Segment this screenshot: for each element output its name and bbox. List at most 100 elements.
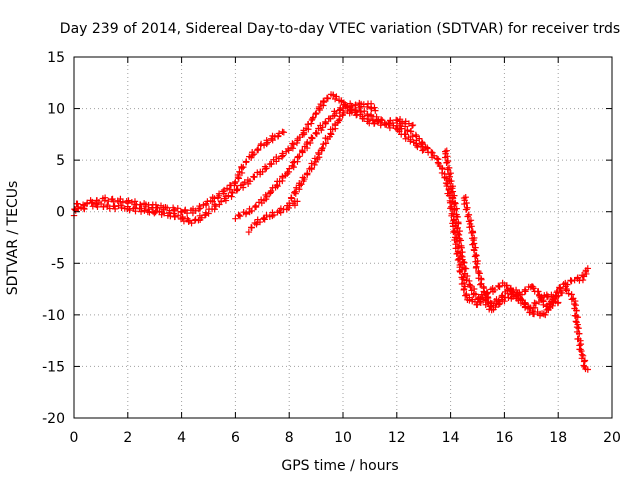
- data-point: [478, 280, 485, 287]
- series-3: [232, 99, 379, 222]
- data-point: [386, 124, 394, 132]
- data-point: [174, 212, 182, 219]
- data-point: [407, 128, 414, 135]
- x-tick-label: 0: [70, 430, 79, 446]
- data-point: [542, 311, 549, 319]
- data-point: [462, 265, 470, 272]
- data-point: [301, 175, 308, 183]
- data-point: [83, 200, 91, 207]
- data-point: [529, 283, 537, 291]
- x-tick-label: 8: [285, 430, 294, 446]
- data-point: [503, 282, 510, 289]
- data-point: [234, 171, 242, 179]
- data-point: [286, 200, 293, 207]
- data-point: [251, 173, 258, 180]
- data-point: [449, 188, 457, 195]
- data-point: [535, 288, 542, 295]
- data-point: [268, 135, 275, 142]
- data-point: [340, 109, 348, 117]
- data-point: [571, 297, 579, 305]
- data-point: [573, 307, 580, 314]
- data-point: [280, 129, 288, 136]
- data-point: [418, 141, 426, 148]
- data-point: [457, 252, 465, 260]
- x-tick-label: 4: [177, 430, 186, 446]
- data-point: [468, 229, 475, 237]
- data-point: [252, 203, 260, 211]
- data-point: [467, 217, 475, 224]
- data-point: [74, 203, 82, 211]
- data-point: [304, 138, 311, 146]
- data-point: [88, 199, 95, 207]
- data-point: [111, 205, 119, 213]
- series-7: [441, 147, 591, 373]
- data-point: [443, 147, 450, 154]
- data-point: [568, 277, 575, 285]
- data-point: [315, 151, 323, 158]
- series-1: [70, 128, 288, 219]
- data-point: [289, 159, 297, 166]
- data-point: [308, 160, 315, 167]
- data-point: [268, 161, 275, 168]
- data-point: [319, 124, 326, 131]
- data-point: [174, 205, 181, 212]
- data-point: [234, 186, 241, 193]
- data-point: [94, 203, 101, 211]
- data-point: [540, 310, 547, 318]
- data-point: [448, 212, 455, 220]
- x-axis-label: GPS time / hours: [281, 458, 398, 474]
- data-point: [419, 139, 426, 147]
- data-point: [152, 208, 159, 216]
- data-point: [243, 158, 250, 165]
- data-point: [212, 203, 220, 210]
- data-point: [289, 162, 296, 169]
- data-point: [188, 219, 195, 227]
- data-point: [552, 292, 559, 299]
- data-point: [125, 197, 132, 204]
- data-point: [577, 340, 585, 348]
- data-point: [131, 198, 139, 205]
- data-point: [473, 263, 480, 270]
- data-point: [263, 211, 270, 219]
- data-point: [183, 209, 191, 217]
- data-point: [452, 200, 459, 207]
- data-point: [454, 230, 462, 238]
- data-point: [472, 291, 480, 298]
- x-tick-label: 2: [123, 430, 132, 446]
- data-point: [101, 194, 109, 201]
- data-point: [232, 215, 239, 222]
- data-point: [275, 130, 283, 137]
- data-point: [160, 210, 168, 217]
- data-point: [246, 178, 254, 185]
- data-point: [433, 155, 441, 162]
- data-point: [248, 207, 255, 215]
- data-point: [296, 153, 303, 160]
- data-point: [578, 347, 585, 355]
- data-point: [543, 306, 550, 314]
- data-point: [556, 285, 563, 292]
- data-point: [540, 301, 547, 309]
- data-point: [132, 207, 139, 215]
- y-tick-label: -10: [42, 308, 65, 324]
- data-point: [267, 189, 274, 196]
- x-tick-label: 6: [231, 430, 240, 446]
- data-point: [372, 107, 379, 114]
- chart-title: Day 239 of 2014, Sidereal Day-to-day VTE…: [60, 21, 620, 37]
- data-point: [579, 276, 587, 284]
- data-point: [124, 203, 132, 210]
- data-point: [456, 237, 463, 244]
- data-point: [232, 178, 239, 186]
- data-point: [456, 268, 464, 276]
- data-point: [356, 104, 363, 112]
- data-point: [531, 299, 538, 307]
- data-point: [145, 205, 152, 213]
- data-point: [530, 310, 538, 318]
- data-point: [434, 159, 442, 166]
- data-point: [449, 194, 456, 201]
- data-point: [320, 97, 327, 105]
- data-point: [477, 281, 484, 288]
- data-point: [546, 304, 554, 311]
- data-point: [322, 120, 329, 127]
- y-tick-label: 5: [56, 153, 65, 169]
